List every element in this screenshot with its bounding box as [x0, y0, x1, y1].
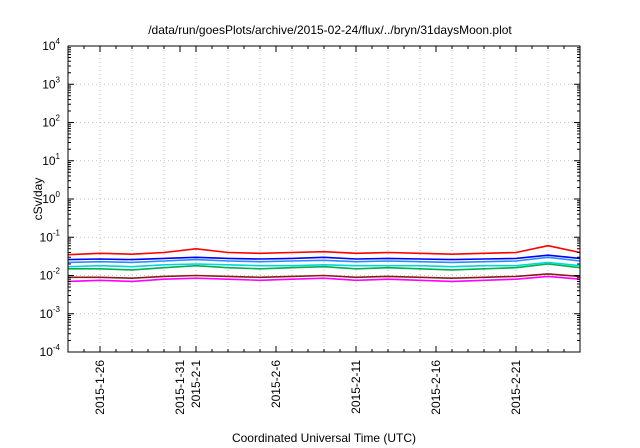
x-axis: 2015-1-26 2015-1-31 2015-2-1 2015-2-6 2015-2… [67, 46, 581, 415]
x-axis-label: Coordinated Universal Time (UTC) [232, 431, 416, 445]
series-line [68, 273, 581, 280]
x-tick-label: 2015-2-6 [269, 360, 283, 408]
series-group [67, 244, 581, 283]
series-line [67, 244, 581, 256]
y-axis: 10-4 10-3 10-2 10-1 100 101 102 103 104 [40, 37, 580, 359]
x-tick-label: 2015-2-1 [189, 360, 203, 408]
y-tick-label: 10-2 [40, 267, 61, 283]
x-tick-label: 2015-2-11 [349, 360, 363, 414]
y-tick-label: 10-4 [40, 343, 61, 359]
y-tick-label: 10-3 [40, 305, 61, 321]
series-line [67, 275, 581, 283]
y-tick-label: 103 [42, 75, 60, 91]
grid [67, 45, 581, 353]
y-axis-label: cSv/day [31, 178, 45, 221]
x-tick-label: 2015-2-21 [509, 360, 523, 415]
series-line [67, 256, 581, 264]
series-line [67, 261, 581, 268]
chart-title: /data/run/goesPlots/archive/2015-02-24/f… [148, 23, 512, 37]
series-line [67, 254, 581, 261]
y-tick-label: 100 [42, 190, 60, 206]
series-line [68, 263, 581, 271]
y-tick-label: 104 [42, 37, 60, 53]
y-tick-label: 10-1 [40, 228, 61, 244]
y-tick-label: 101 [42, 152, 60, 168]
x-tick-label: 2015-1-26 [93, 360, 107, 415]
x-tick-label: 2015-1-31 [173, 360, 187, 415]
x-tick-label: 2015-2-16 [429, 360, 443, 415]
y-tick-label: 102 [42, 114, 60, 130]
